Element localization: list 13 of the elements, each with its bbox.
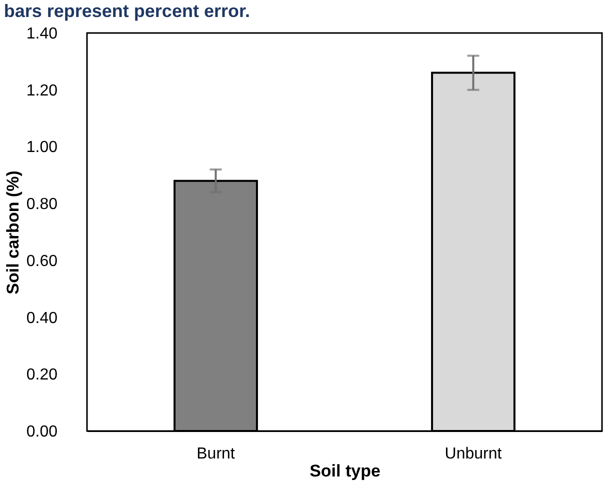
y-axis-title: Soil carbon (%) <box>3 170 22 294</box>
y-tick-label: 1.00 <box>26 139 58 156</box>
x-axis-title: Soil type <box>310 462 380 480</box>
y-tick-label: 0.40 <box>26 310 58 327</box>
x-tick-label: Burnt <box>196 446 236 462</box>
chart-title: bars represent percent error. <box>4 1 250 21</box>
y-tick-label: 0.60 <box>26 252 58 270</box>
y-tick-label: 0.00 <box>26 424 58 440</box>
y-tick-label: 0.80 <box>26 196 58 214</box>
x-tick-label: Unburnt <box>444 446 502 462</box>
y-tick-label: 1.40 <box>26 26 58 42</box>
y-tick-label: 1.20 <box>26 82 58 100</box>
y-tick-label: 0.20 <box>26 366 58 384</box>
